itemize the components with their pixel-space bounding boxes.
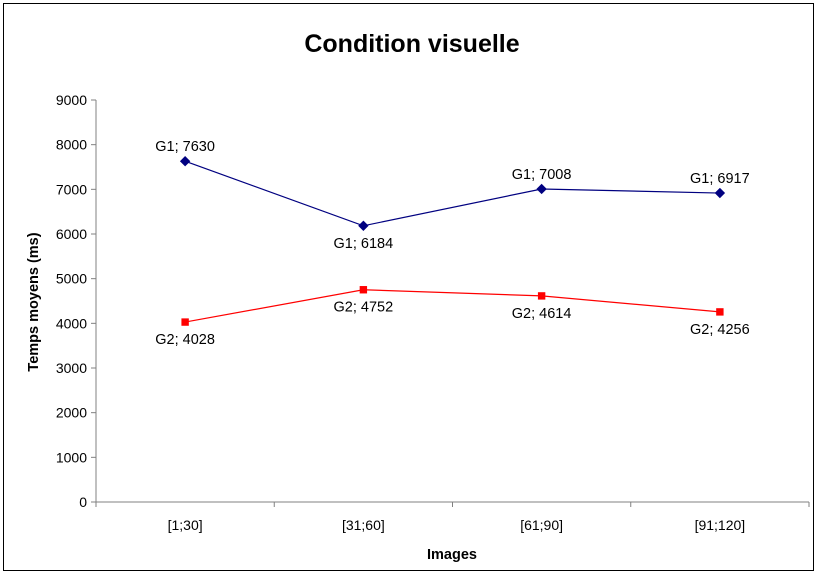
data-label-g2: G2; 4256 [690, 322, 750, 338]
y-tick-label: 4000 [56, 315, 87, 331]
y-tick-label: 5000 [56, 271, 87, 287]
x-tick-label: [91;120] [695, 517, 746, 533]
data-label-g1: G1; 7008 [512, 167, 572, 183]
y-tick-label: 1000 [56, 449, 87, 465]
data-point-g2 [537, 292, 546, 300]
data-point-g1 [536, 183, 547, 195]
x-axis-title: Images [427, 547, 477, 563]
x-tick-label: [61;90] [520, 517, 563, 533]
chart-title: Condition visuelle [304, 30, 519, 58]
y-tick-label: 6000 [56, 226, 87, 242]
y-tick-label: 7000 [56, 181, 87, 197]
data-point-g1 [358, 220, 369, 231]
chart-frame [3, 3, 814, 571]
data-point-g1 [714, 187, 726, 199]
y-axis-title: Temps moyens (ms) [26, 232, 42, 371]
data-label-g1: G1; 6184 [334, 236, 394, 252]
data-labels: G1; 7630 G1; 6184 G1; 7008 G1; 6917 G2; 4028… [155, 139, 749, 348]
series-line-g1 [184, 160, 720, 227]
y-tick-label: 9000 [56, 92, 87, 108]
x-tick-label: [1;30] [168, 517, 203, 533]
data-label-g1: G1; 7630 [155, 139, 215, 155]
series-layer [179, 155, 726, 326]
data-label-g2: G2; 4028 [155, 332, 215, 348]
x-tick-label: [31;60] [342, 517, 385, 533]
data-point-g2 [359, 286, 368, 294]
data-label-g1: G1; 6917 [690, 171, 750, 187]
y-tick-label: 2000 [56, 405, 87, 421]
axes: 0 1000 2000 3000 4000 5000 6000 7000 8000 9000 [1;… [56, 92, 810, 533]
data-point-g2 [181, 318, 189, 326]
data-point-g2 [716, 308, 724, 316]
y-tick-label: 3000 [56, 360, 87, 376]
series-line-g2 [185, 289, 720, 323]
y-tick-label: 8000 [56, 137, 87, 153]
data-label-g2: G2; 4614 [512, 306, 572, 322]
y-tick-label: 0 [79, 494, 87, 510]
data-point-g1 [179, 155, 191, 167]
data-label-g2: G2; 4752 [334, 300, 394, 316]
